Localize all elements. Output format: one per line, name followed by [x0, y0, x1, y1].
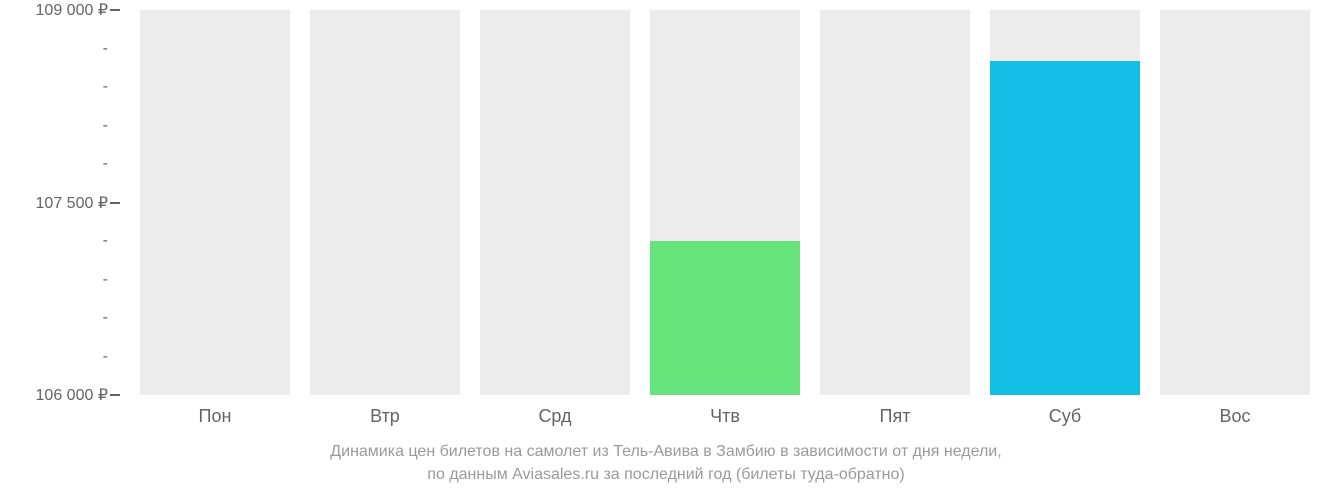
bar-value	[990, 61, 1140, 395]
y-axis-minor-tick: -	[103, 232, 108, 250]
bar-slot	[480, 10, 630, 395]
y-axis-tick-label: 109 000 ₽	[36, 0, 108, 20]
bar-slot	[990, 10, 1140, 395]
y-axis-minor-tick: -	[103, 271, 108, 289]
bar-slot	[1160, 10, 1310, 395]
y-axis-minor-tick: -	[103, 117, 108, 135]
y-axis-tick-label: 107 500 ₽	[36, 193, 108, 213]
x-axis-label: Суб	[990, 400, 1140, 427]
bar-slot	[820, 10, 970, 395]
x-axis-label: Пят	[820, 400, 970, 427]
caption-line-1: Динамика цен билетов на самолет из Тель-…	[330, 443, 1001, 460]
x-axis-label: Вос	[1160, 400, 1310, 427]
y-axis-minor-tick: -	[103, 40, 108, 58]
x-axis-label: Втр	[310, 400, 460, 427]
bar-value	[650, 241, 800, 395]
bar-background	[310, 10, 460, 395]
chart-caption: Динамика цен билетов на самолет из Тель-…	[0, 440, 1332, 486]
bar-background	[820, 10, 970, 395]
y-axis-tick-label: 106 000 ₽	[36, 385, 108, 405]
y-axis-minor-tick: -	[103, 309, 108, 327]
x-axis-labels: Пон Втр Срд Чтв Пят Суб Вос	[130, 400, 1320, 427]
bar-background	[480, 10, 630, 395]
y-axis-minor-tick: -	[103, 348, 108, 366]
y-axis-tick-mark	[110, 394, 120, 396]
y-axis-tick-mark	[110, 202, 120, 204]
bar-slot	[310, 10, 460, 395]
x-axis-label: Срд	[480, 400, 630, 427]
caption-line-2: по данным Aviasales.ru за последний год …	[427, 466, 904, 483]
x-axis-label: Чтв	[650, 400, 800, 427]
bar-background	[1160, 10, 1310, 395]
bars-container	[130, 10, 1320, 395]
chart-plot-area	[130, 10, 1320, 395]
bar-slot	[140, 10, 290, 395]
y-axis-tick-mark	[110, 9, 120, 11]
y-axis: 109 000 ₽107 500 ₽106 000 ₽--------	[0, 10, 120, 395]
y-axis-minor-tick: -	[103, 155, 108, 173]
bar-slot	[650, 10, 800, 395]
x-axis-label: Пон	[140, 400, 290, 427]
y-axis-minor-tick: -	[103, 78, 108, 96]
bar-background	[140, 10, 290, 395]
